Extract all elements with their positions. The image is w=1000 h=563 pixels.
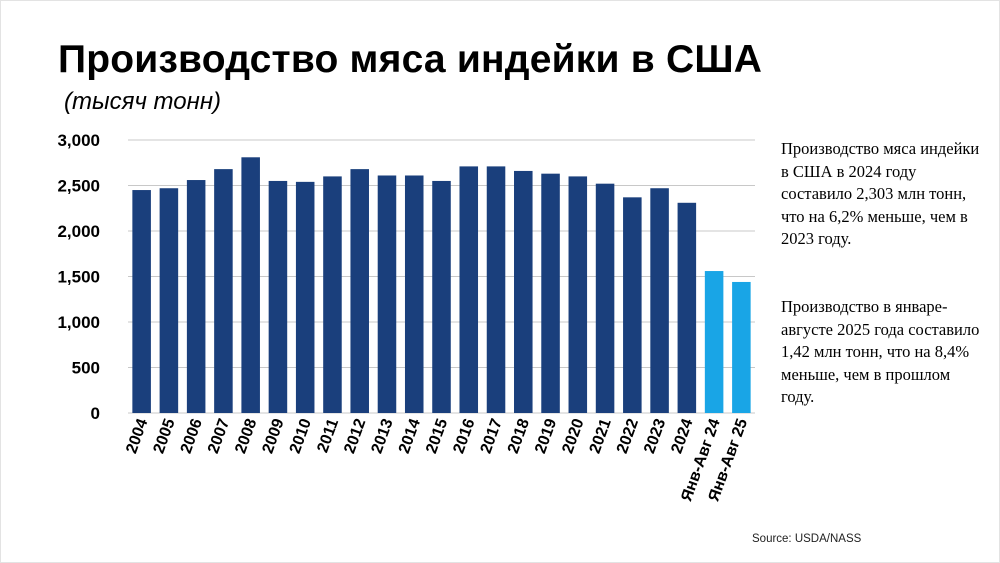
y-tick-label: 1,500 (57, 268, 100, 287)
page-title: Производство мяса индейки в США (58, 38, 763, 81)
x-tick-label: 2018 (505, 416, 533, 455)
source-note: Source: USDA/NASS (752, 533, 862, 545)
x-tick-label: 2016 (450, 416, 478, 455)
bar-6 (295, 181, 315, 413)
bar-1 (159, 188, 179, 413)
bar-partial-21 (704, 271, 724, 413)
x-tick-label: 2009 (260, 416, 288, 455)
bar-7 (323, 176, 342, 413)
y-tick-label: 1,000 (57, 313, 100, 332)
bar-5 (268, 180, 288, 413)
x-tick-label: 2023 (641, 416, 669, 455)
x-tick-label: 2014 (396, 416, 424, 455)
x-tick-label: 2020 (559, 416, 587, 455)
bar-15 (541, 173, 560, 413)
x-tick-label: 2024 (668, 416, 696, 455)
summary-note-2025: Производство в январе-августе 2025 года … (781, 297, 980, 406)
x-tick-label: 2015 (423, 416, 451, 455)
x-tick-label: 2010 (287, 416, 315, 455)
x-tick-label: 2013 (369, 416, 397, 455)
x-tick-label: 2006 (178, 416, 206, 455)
y-tick-label: 0 (91, 404, 100, 423)
bars (132, 157, 751, 413)
x-tick-label: 2004 (123, 416, 151, 455)
bar-9 (377, 175, 397, 413)
y-axis-ticks: 0 500 1,000 1,500 2,000 2,500 3,000 (57, 131, 100, 423)
bar-19 (650, 188, 669, 413)
bar-17 (595, 183, 615, 413)
x-tick-label: 2017 (478, 416, 506, 455)
bar-4 (241, 157, 260, 413)
summary-note-2024: Производство мяса индейки в США в 2024 г… (781, 139, 980, 248)
bar-3 (214, 169, 233, 413)
bar-12 (459, 166, 479, 413)
bar-8 (350, 169, 369, 413)
x-tick-label: 2011 (314, 416, 342, 455)
bar-partial-22 (732, 281, 751, 413)
bar-16 (568, 176, 588, 413)
x-axis-ticks: 2004 2005 2006 2007 2008 2009 2010 2011 2012 2013… (123, 416, 751, 503)
x-tick-label: 2007 (205, 416, 233, 455)
bar-10 (404, 175, 424, 413)
x-tick-label: 2008 (232, 416, 260, 455)
y-tick-label: 3,000 (57, 131, 100, 150)
bar-0 (132, 190, 151, 413)
x-tick-label: 2005 (151, 416, 179, 455)
x-tick-label: 2019 (532, 416, 560, 455)
bar-13 (486, 166, 506, 413)
x-tick-label: 2012 (341, 416, 369, 455)
x-tick-label: 2021 (587, 416, 615, 455)
bar-14 (514, 170, 533, 413)
bar-20 (677, 202, 697, 413)
x-tick-label: 2022 (614, 416, 642, 455)
bar-11 (432, 180, 451, 413)
bar-2 (186, 180, 206, 413)
page-subtitle: (тысяч тонн) (64, 88, 222, 115)
y-tick-label: 500 (72, 359, 100, 378)
y-tick-label: 2,500 (57, 177, 100, 196)
y-tick-label: 2,000 (57, 222, 100, 241)
bar-18 (623, 197, 642, 413)
